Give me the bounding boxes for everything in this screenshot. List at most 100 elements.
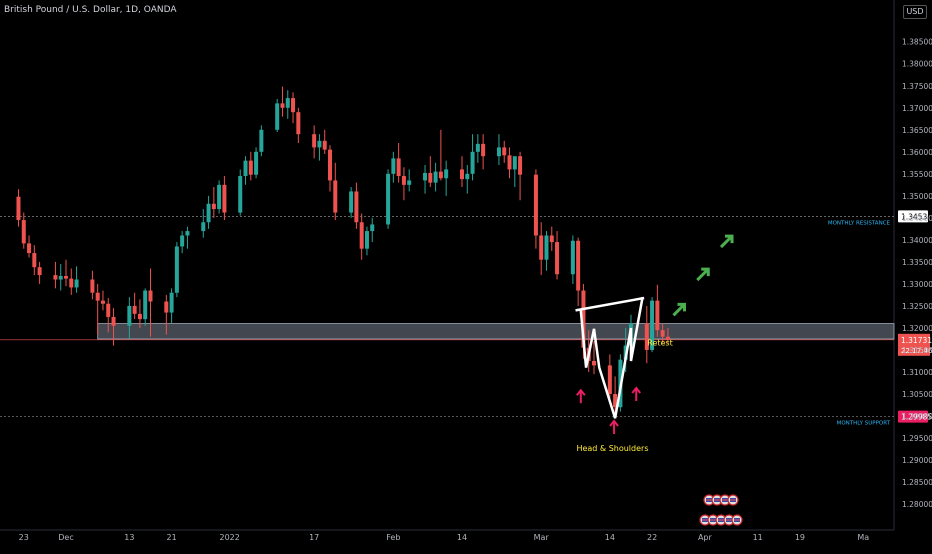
candle-body xyxy=(396,158,401,177)
price-levels: MONTHLY RESISTANCE 1.34533 MONTHLY SUPPORT… xyxy=(0,210,932,427)
candle-body xyxy=(470,151,475,174)
candle xyxy=(222,176,227,221)
candle-body xyxy=(539,235,544,260)
price-tick-label: 1.35500 xyxy=(902,170,932,179)
candle xyxy=(328,145,332,192)
candle xyxy=(481,134,486,170)
candle-body xyxy=(555,242,560,275)
time-tick-label: 2022 xyxy=(220,533,240,542)
candle xyxy=(391,151,396,183)
candle xyxy=(148,268,153,337)
candle-body xyxy=(433,171,438,183)
pink-up-arrow xyxy=(576,388,586,404)
price-tick-label: 1.38500 xyxy=(902,38,932,47)
price-tick-label: 1.30000 xyxy=(902,412,932,421)
candle-body xyxy=(665,336,670,340)
candle-body xyxy=(211,203,216,210)
candle xyxy=(496,134,501,166)
candle xyxy=(518,151,523,201)
candle-body xyxy=(201,222,206,232)
candle-body xyxy=(111,316,116,326)
green-diagonal-arrow xyxy=(672,302,686,317)
candle-body xyxy=(16,196,21,221)
candle xyxy=(58,264,63,291)
candle-body xyxy=(185,231,190,236)
price-axis[interactable]: 1.38500 1.38000 1.37500 1.37000 1.36500 1.360… xyxy=(902,38,932,509)
candle xyxy=(555,231,560,280)
candle xyxy=(423,165,428,194)
candles[interactable] xyxy=(16,86,670,417)
price-tick-label: 1.35000 xyxy=(902,192,932,201)
candle xyxy=(132,292,137,320)
candle-body xyxy=(53,275,58,280)
candle xyxy=(401,167,406,201)
candle xyxy=(169,288,174,324)
support-zone-rect xyxy=(97,323,895,340)
arrow-shaft xyxy=(696,269,709,282)
candle xyxy=(444,160,449,196)
neckline xyxy=(575,296,645,312)
candle xyxy=(95,283,100,335)
candle xyxy=(312,125,317,159)
current-price-label: 1.31731 xyxy=(901,336,932,345)
flag-badge xyxy=(703,494,715,506)
candle-body xyxy=(164,301,169,313)
candle xyxy=(64,259,68,287)
arrow-head xyxy=(631,386,642,394)
candle-body xyxy=(106,303,111,317)
price-tick-label: 1.31500 xyxy=(902,346,932,355)
time-tick-label: Dec xyxy=(58,533,73,542)
candle xyxy=(69,268,74,295)
candle-body xyxy=(518,156,523,175)
candle xyxy=(201,209,206,238)
candle-body xyxy=(259,129,264,152)
arrow-head xyxy=(701,267,710,277)
candle-body xyxy=(328,149,332,181)
candle xyxy=(386,169,391,229)
candle-body xyxy=(423,172,428,181)
candle-body xyxy=(312,134,317,148)
candle-body xyxy=(333,180,338,213)
candle-body xyxy=(502,147,507,156)
time-tick-label: 11 xyxy=(753,533,763,542)
candle-body xyxy=(238,176,243,213)
candle-body xyxy=(576,240,581,291)
candle xyxy=(137,299,142,328)
candle-body xyxy=(280,103,285,108)
candle xyxy=(570,235,575,284)
candle xyxy=(248,151,253,181)
candle xyxy=(206,195,211,229)
price-tick-label: 1.36500 xyxy=(902,126,932,135)
candle xyxy=(607,354,612,403)
candle xyxy=(576,237,581,306)
candle-body xyxy=(613,393,618,408)
arrow-head xyxy=(677,302,686,312)
candle xyxy=(660,323,665,344)
arrow-head xyxy=(609,419,619,427)
candle-body xyxy=(243,160,248,177)
green-diagonal-arrow xyxy=(719,234,734,249)
candle xyxy=(370,217,375,243)
candle xyxy=(396,143,401,183)
time-axis[interactable]: 23 Dec 13 21 2022 17 Feb 14 Mar 14 22 Apr 11 19 Ma xyxy=(19,533,870,542)
candle-body xyxy=(533,174,538,236)
flag-badge xyxy=(727,494,739,506)
candle-body xyxy=(90,279,95,293)
candle xyxy=(549,226,554,251)
candle xyxy=(211,187,216,218)
currency-selector[interactable]: USD xyxy=(903,5,927,19)
candle-body xyxy=(137,313,142,320)
candle-body xyxy=(322,140,327,150)
candle-body xyxy=(27,243,32,254)
candle xyxy=(100,290,105,311)
candle xyxy=(111,308,116,346)
candle xyxy=(143,288,148,326)
time-tick-label: Apr xyxy=(698,533,713,542)
candle xyxy=(74,266,79,293)
candle-body xyxy=(391,158,396,174)
candle-body xyxy=(386,173,391,225)
symbol-title[interactable]: British Pound / U.S. Dollar, 1D, OANDA xyxy=(4,5,177,15)
head-shoulders-pattern xyxy=(579,296,644,419)
